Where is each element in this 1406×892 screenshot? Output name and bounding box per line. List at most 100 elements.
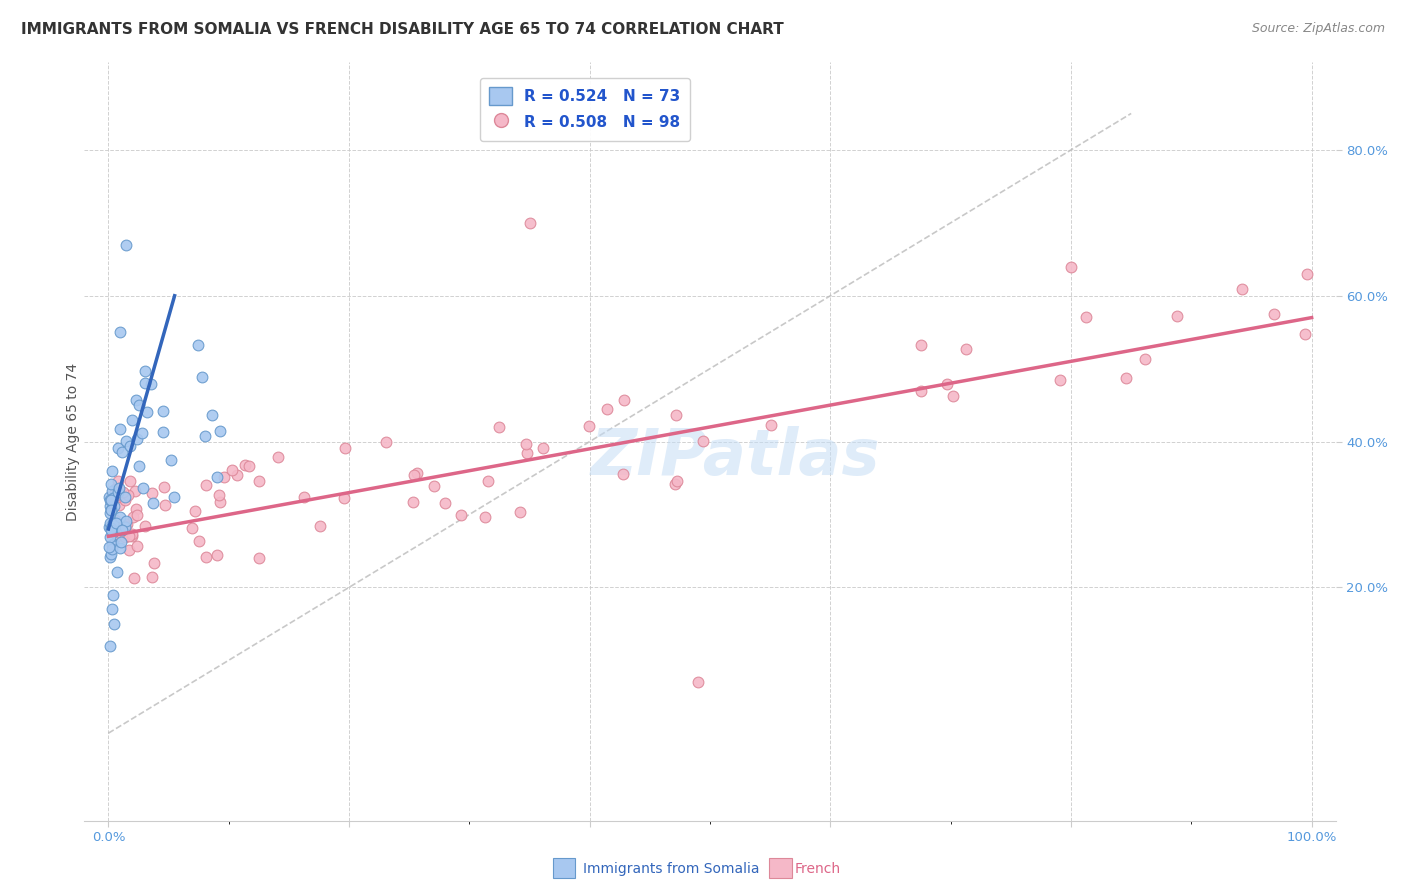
Bar bbox=[769, 858, 792, 878]
Point bbox=[115, 237, 138, 252]
Point bbox=[110, 325, 132, 339]
Point bbox=[103, 616, 125, 631]
Point bbox=[759, 418, 782, 433]
Point bbox=[233, 458, 256, 472]
Point bbox=[101, 538, 124, 552]
Point bbox=[98, 540, 121, 554]
Point bbox=[111, 523, 134, 537]
Point bbox=[212, 470, 235, 484]
Point bbox=[111, 445, 134, 459]
Point bbox=[110, 535, 132, 549]
Point bbox=[1294, 327, 1316, 342]
Text: IMMIGRANTS FROM SOMALIA VS FRENCH DISABILITY AGE 65 TO 74 CORRELATION CHART: IMMIGRANTS FROM SOMALIA VS FRENCH DISABI… bbox=[21, 22, 783, 37]
Point bbox=[108, 498, 131, 512]
Point bbox=[247, 474, 270, 488]
Point bbox=[422, 478, 444, 492]
Point bbox=[100, 518, 122, 533]
Bar bbox=[553, 858, 575, 878]
Point bbox=[935, 376, 957, 391]
Point bbox=[477, 475, 499, 489]
Point bbox=[128, 458, 150, 473]
Point bbox=[100, 477, 122, 491]
Point bbox=[125, 539, 148, 553]
Point bbox=[531, 442, 554, 456]
Point bbox=[100, 523, 122, 537]
Point bbox=[98, 530, 121, 544]
Point bbox=[115, 517, 138, 532]
Point bbox=[105, 517, 128, 532]
Point bbox=[107, 441, 129, 455]
Point bbox=[108, 482, 131, 496]
Point bbox=[118, 529, 141, 543]
Point bbox=[194, 549, 217, 564]
Point bbox=[374, 434, 396, 449]
Point bbox=[111, 524, 134, 538]
Point bbox=[105, 490, 128, 504]
Point bbox=[187, 338, 209, 352]
Point bbox=[117, 487, 139, 501]
Point bbox=[105, 529, 128, 543]
Point bbox=[1166, 309, 1188, 323]
Y-axis label: Disability Age 65 to 74: Disability Age 65 to 74 bbox=[66, 362, 80, 521]
Point bbox=[100, 464, 122, 478]
Point bbox=[152, 425, 174, 440]
Point bbox=[942, 389, 965, 403]
Point bbox=[110, 422, 132, 436]
Point bbox=[238, 458, 260, 473]
Point bbox=[152, 403, 174, 417]
Point bbox=[404, 467, 426, 482]
Point bbox=[125, 501, 148, 516]
Point bbox=[402, 494, 425, 508]
Text: ZIPatlas: ZIPatlas bbox=[591, 425, 880, 488]
Point bbox=[596, 402, 619, 417]
Point bbox=[101, 522, 124, 536]
Point bbox=[163, 491, 186, 505]
Point bbox=[111, 484, 134, 499]
Point bbox=[955, 342, 977, 356]
Point bbox=[101, 516, 124, 531]
Point bbox=[910, 384, 932, 398]
Point bbox=[114, 530, 136, 544]
Point bbox=[910, 338, 932, 352]
Point bbox=[134, 519, 156, 533]
Point bbox=[191, 370, 214, 384]
Point bbox=[100, 491, 122, 505]
Point bbox=[184, 503, 207, 517]
Point bbox=[98, 490, 121, 504]
Point bbox=[104, 490, 127, 504]
Point bbox=[125, 508, 148, 522]
Point bbox=[107, 485, 129, 500]
Point bbox=[1263, 306, 1285, 320]
Point bbox=[98, 506, 121, 520]
Point bbox=[136, 405, 159, 419]
Point bbox=[201, 408, 224, 422]
Point bbox=[98, 499, 121, 513]
Point bbox=[613, 392, 636, 407]
Point bbox=[128, 398, 150, 412]
Text: French: French bbox=[794, 862, 841, 876]
Point bbox=[114, 490, 136, 504]
Point bbox=[110, 526, 132, 541]
Point bbox=[664, 477, 686, 491]
Point bbox=[107, 475, 129, 489]
Point bbox=[101, 602, 124, 616]
Point bbox=[101, 524, 124, 539]
Point bbox=[1135, 352, 1157, 367]
Point bbox=[104, 513, 127, 527]
Point bbox=[249, 551, 271, 566]
Point bbox=[104, 516, 127, 531]
Point bbox=[118, 528, 141, 542]
Point bbox=[267, 450, 290, 465]
Point bbox=[118, 474, 141, 488]
Point bbox=[488, 420, 510, 434]
Point bbox=[100, 502, 122, 516]
Point bbox=[100, 521, 122, 535]
Point bbox=[101, 524, 124, 538]
Point bbox=[1296, 267, 1319, 281]
Text: Immigrants from Somalia: Immigrants from Somalia bbox=[583, 862, 761, 876]
Point bbox=[134, 364, 156, 378]
Point bbox=[132, 481, 155, 495]
Point bbox=[143, 556, 166, 570]
Point bbox=[120, 439, 142, 453]
Point bbox=[153, 498, 176, 512]
